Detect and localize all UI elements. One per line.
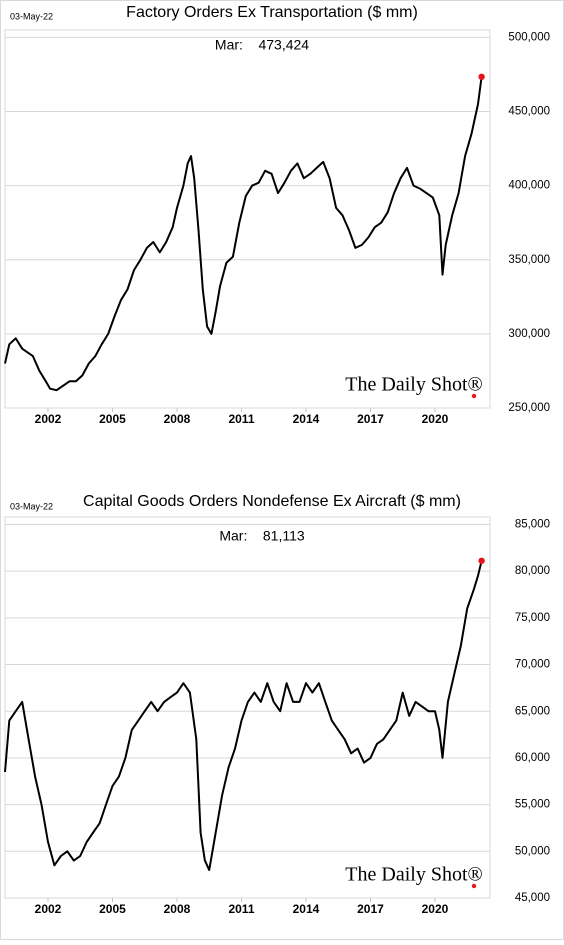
y-tick-label: 75,000 — [515, 612, 550, 624]
y-tick-label: 50,000 — [515, 845, 550, 857]
x-tick-label: 2014 — [293, 412, 320, 426]
y-tick-label: 55,000 — [515, 799, 550, 811]
y-tick-label: 450,000 — [508, 106, 550, 118]
annotation: Mar: 473,424 — [215, 37, 309, 53]
y-tick-label: 400,000 — [508, 180, 550, 192]
x-tick-label: 2002 — [35, 902, 62, 916]
y-tick-label: 350,000 — [508, 254, 550, 266]
y-tick-label: 45,000 — [515, 892, 550, 904]
last-point — [478, 557, 485, 564]
y-tick-label: 85,000 — [515, 519, 550, 531]
y-tick-label: 65,000 — [515, 705, 550, 717]
y-tick-label: 60,000 — [515, 752, 550, 764]
x-tick-label: 2002 — [35, 412, 62, 426]
watermark: The Daily Shot® — [345, 864, 482, 886]
date: 03-May-22 — [10, 11, 53, 21]
y-tick-label: 250,000 — [508, 402, 550, 414]
y-tick-label: 500,000 — [508, 31, 550, 43]
x-tick-label: 2014 — [293, 902, 320, 916]
x-tick-label: 2005 — [99, 412, 126, 426]
x-tick-label: 2005 — [99, 902, 126, 916]
x-tick-label: 2008 — [164, 412, 191, 426]
plot-frame — [4, 516, 491, 899]
y-tick-label: 70,000 — [515, 659, 550, 671]
y-tick-label: 300,000 — [508, 328, 550, 340]
data-line — [4, 560, 483, 871]
annotation: Mar: 81,113 — [219, 528, 305, 544]
y-tick-label: 80,000 — [515, 565, 550, 577]
x-tick-label: 2020 — [422, 902, 449, 916]
watermark: The Daily Shot® — [345, 374, 482, 396]
x-tick-label: 2017 — [357, 902, 384, 916]
x-tick-label: 2011 — [228, 412, 254, 426]
data-line — [4, 76, 483, 392]
chart-title: Factory Orders Ex Transportation ($ mm) — [126, 4, 418, 21]
x-tick-label: 2011 — [228, 902, 254, 916]
last-point — [478, 73, 485, 81]
plot-frame — [4, 29, 491, 409]
x-tick-label: 2017 — [357, 412, 384, 426]
watermark-dot — [471, 393, 477, 399]
x-tick-label: 2020 — [422, 412, 449, 426]
watermark-dot — [471, 883, 477, 889]
date: 03-May-22 — [10, 501, 53, 511]
chart-title: Capital Goods Orders Nondefense Ex Aircr… — [83, 493, 461, 510]
x-tick-label: 2008 — [164, 902, 191, 916]
